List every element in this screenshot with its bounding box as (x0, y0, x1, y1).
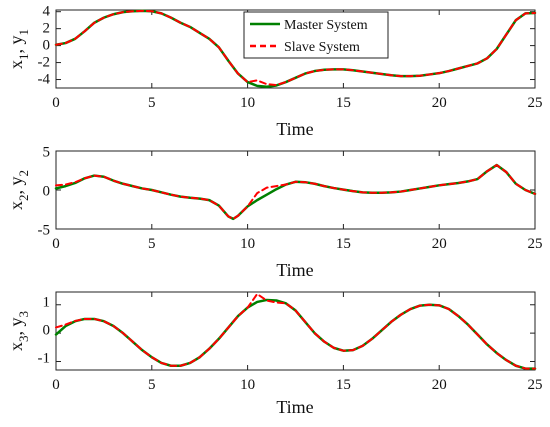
y-axis-title-alt-sub: 3 (16, 311, 31, 318)
y-axis-title: x1, y1 (6, 29, 31, 69)
slave-series-line (55, 292, 536, 370)
x-tick-label: 0 (52, 236, 60, 252)
y-axis-title-sep: , (6, 327, 26, 336)
x-tick-label: 10 (240, 236, 255, 252)
x-tick-label: 5 (148, 95, 156, 111)
x-axis-title: Time (276, 260, 313, 280)
legend-box (243, 11, 389, 59)
legend-master-label: Master System (284, 18, 368, 33)
y-tick-label: -4 (38, 72, 51, 88)
x-tick-label: 20 (432, 236, 447, 252)
master-series-line (54, 163, 537, 221)
y-axis-title-main: x (6, 342, 26, 351)
y-axis-title-main: x (6, 60, 26, 69)
y-axis-title-main: x (6, 201, 26, 210)
x-tick-label: 20 (432, 377, 447, 393)
y-tick-label: 2 (43, 21, 51, 37)
x-tick-label: 25 (528, 95, 543, 111)
y-tick-label: 1 (43, 295, 51, 311)
y-axis-title-alt-sub: 2 (16, 170, 31, 177)
x-tick-label: 0 (52, 377, 60, 393)
axes-box-2 (55, 150, 536, 230)
y-axis-title-main-sub: 1 (16, 54, 31, 61)
y-tick-label: 4 (43, 4, 51, 20)
x-tick-label: 5 (148, 377, 156, 393)
y-axis-title-alt-sub: 1 (16, 29, 31, 36)
legend-slave-label: Slave System (284, 40, 360, 55)
slave-series-line (55, 164, 536, 220)
x-tick-label: 10 (240, 95, 255, 111)
y-axis-title-alt: y (6, 318, 26, 327)
series-layer (54, 9, 537, 370)
y-tick-label: 0 (43, 323, 51, 339)
x-tick-label: 25 (528, 236, 543, 252)
x-axis-title: Time (276, 397, 313, 417)
y-axis-title: x3, y3 (6, 311, 31, 351)
y-axis-title-alt: y (6, 36, 26, 45)
axes-box-3 (55, 291, 536, 371)
y-axis-title: x2, y2 (6, 170, 31, 210)
y-tick-label: -5 (38, 223, 51, 239)
y-axis-title-main-sub: 2 (16, 195, 31, 202)
x-tick-label: 15 (336, 95, 351, 111)
x-axis-title: Time (276, 119, 313, 139)
y-axis-title-alt: y (6, 177, 26, 186)
y-tick-label: -1 (38, 351, 51, 367)
y-tick-label: -2 (38, 55, 51, 71)
x-tick-label: 10 (240, 377, 255, 393)
legend: Master System Slave System (243, 11, 389, 59)
x-tick-label: 20 (432, 95, 447, 111)
y-axis-title-main-sub: 3 (16, 336, 31, 343)
x-tick-label: 25 (528, 377, 543, 393)
y-tick-label: 0 (43, 184, 51, 200)
x-tick-label: 15 (336, 236, 351, 252)
axes-box-1 (55, 9, 536, 89)
y-tick-label: 5 (43, 145, 51, 161)
y-tick-label: 0 (43, 38, 51, 54)
x-tick-label: 15 (336, 377, 351, 393)
x-tick-label: 0 (52, 95, 60, 111)
x-tick-label: 5 (148, 236, 156, 252)
y-axis-title-sep: , (6, 186, 26, 195)
slave-series-line (55, 9, 536, 87)
y-axis-title-sep: , (6, 45, 26, 54)
